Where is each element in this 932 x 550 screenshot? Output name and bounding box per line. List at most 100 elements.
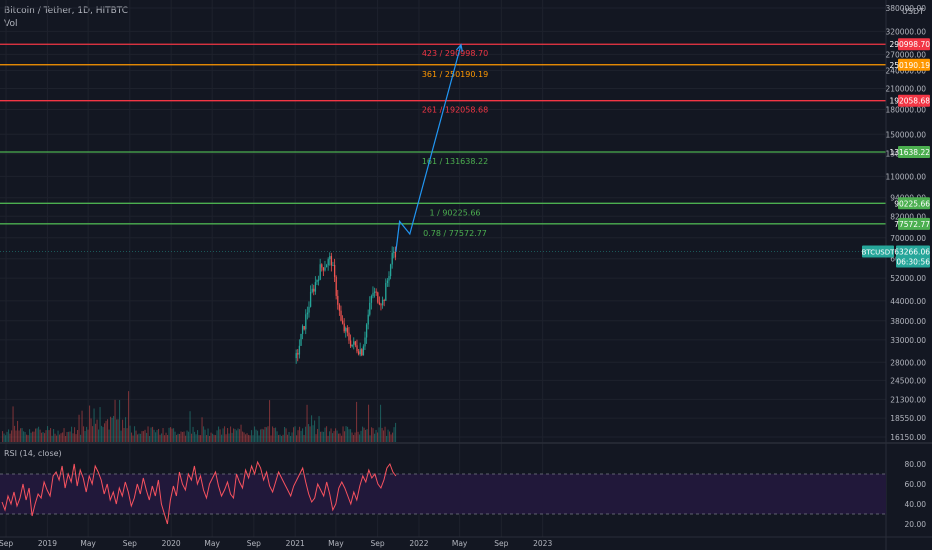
volume-bar [117,419,119,442]
volume-bar [86,426,88,442]
volume-bar [224,426,226,442]
candle [361,349,363,356]
volume-bar [384,426,386,442]
volume-bar [65,435,67,442]
rsi-axis-tick: 20.00 [905,520,927,529]
volume-bar [234,428,236,442]
volume-bar [101,425,103,442]
candle [348,332,350,341]
volume-bar [59,434,61,442]
volume-bar [32,431,34,442]
rsi-band [0,474,886,514]
volume-bar [24,431,26,442]
volume-bar [386,435,388,442]
volume-bar [138,433,140,442]
candle [329,256,331,260]
volume-bar [225,434,227,442]
volume-bar [347,426,349,442]
volume-bar [213,434,215,442]
candle [305,314,307,330]
rsi-axis-tick: 40.00 [905,500,927,509]
level-price-tag [898,146,930,159]
volume-bar [116,419,118,442]
level-price-tag [898,94,930,107]
volume-bar [207,428,209,442]
candle [317,279,320,281]
level-price-tag [898,217,930,230]
volume-bar [248,434,250,442]
volume-bar [20,428,22,442]
price-axis-tick: 52000.00 [890,274,926,283]
level-label: 261 / 192058.68 [422,106,488,115]
volume-bar [156,430,158,442]
candle [391,252,393,265]
candle [345,327,347,332]
projection-path[interactable] [395,44,462,252]
volume-bar [11,430,13,442]
volume-bar [209,435,211,442]
volume-bar [8,429,10,442]
volume-bar [357,431,359,442]
volume-bar [14,425,16,442]
volume-bar [17,420,19,442]
volume-bar [153,429,155,442]
volume-bar [300,430,302,442]
price-axis-tick: 110000.00 [885,172,926,181]
volume-bar [152,426,154,442]
volume-bar [195,434,197,442]
volume-bar [381,427,383,442]
volume-bar [111,417,113,442]
volume-bar [149,435,151,442]
volume-bar [90,418,92,442]
candle [370,296,373,303]
rsi-line[interactable] [1,460,397,525]
volume-bar [383,430,385,442]
volume-bar [60,433,62,442]
volume-bar [110,416,112,442]
volume-bar [278,435,280,442]
volume-bar [98,429,100,442]
volume-bar [137,434,139,442]
volume-bar [348,429,350,442]
candle [337,295,339,305]
last-price-value: 63266.06 [894,248,930,257]
volume-bar [309,426,311,442]
volume-bar [327,435,329,442]
volume-bar [218,426,220,442]
level-label: 161 / 131638.22 [422,157,488,166]
volume-bar [182,432,184,442]
volume-bar [228,433,230,442]
volume-bar [323,431,325,442]
volume-bar [210,432,212,442]
volume-bar [269,400,271,442]
volume-bar [47,426,49,442]
volume-bar [41,432,43,442]
last-price-tag [896,245,930,268]
candle [298,345,301,355]
volume-bar [129,425,131,442]
volume-bar [276,431,278,442]
volume-bar [390,434,392,442]
candle [380,304,382,306]
volume-bar [282,434,284,442]
volume-bar [257,430,259,442]
volume-bar [108,429,110,442]
volume-bar [393,427,395,442]
volume-bar [267,426,269,442]
currency-label: USDT [902,7,924,16]
price-axis-tick: 380000.00 [885,4,926,13]
volume-bar [377,432,379,442]
volume-bar [272,426,274,442]
time-axis-tick: May [204,539,220,548]
volume-bar [77,429,79,442]
volume-bar [38,426,40,442]
volume-bar [395,422,397,442]
volume-bar [2,431,4,442]
volume-bar [15,430,17,442]
volume-bar [39,429,41,442]
time-axis-tick: Sep [494,539,508,548]
volume-bar [174,431,176,442]
candle [349,340,352,347]
volume-bar [350,429,352,442]
